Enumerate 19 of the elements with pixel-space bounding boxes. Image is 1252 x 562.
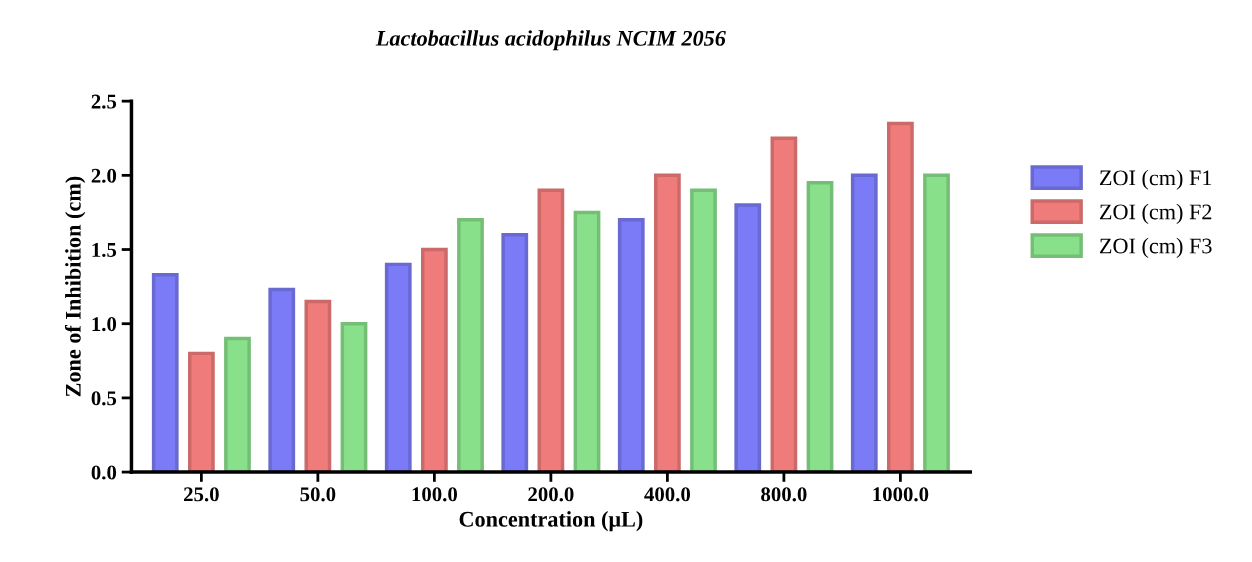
x-tick-label: 1000.0 (873, 487, 929, 502)
y-axis-title: Zone of Inhibition (cm) (64, 176, 86, 397)
legend-label: ZOI (cm) F1 (1099, 169, 1212, 190)
x-tick-label: 100.0 (412, 487, 458, 502)
x-tick-label: 400.0 (644, 487, 691, 502)
x-tick-label: 200.0 (528, 487, 574, 502)
y-tick-label: 2.5 (91, 94, 117, 109)
y-tick-label: 0.5 (91, 391, 117, 406)
y-tick-label: 1.0 (92, 317, 117, 332)
x-tick-label: 50.0 (300, 487, 336, 502)
y-tick-label: 0.0 (91, 465, 117, 480)
x-tick-label: 800.0 (761, 487, 807, 502)
legend-label: ZOI (cm) F2 (1099, 203, 1212, 224)
y-tick-label: 1.5 (92, 243, 117, 258)
legend-label: ZOI (cm) F3 (1099, 237, 1212, 258)
x-axis-title: Concentration (μL) (459, 511, 643, 532)
x-tick-label: 25.0 (184, 487, 219, 502)
y-tick-label: 2.0 (91, 168, 117, 183)
chart-title: Lactobacillus acidophilus NCIM 2056 (375, 30, 726, 51)
